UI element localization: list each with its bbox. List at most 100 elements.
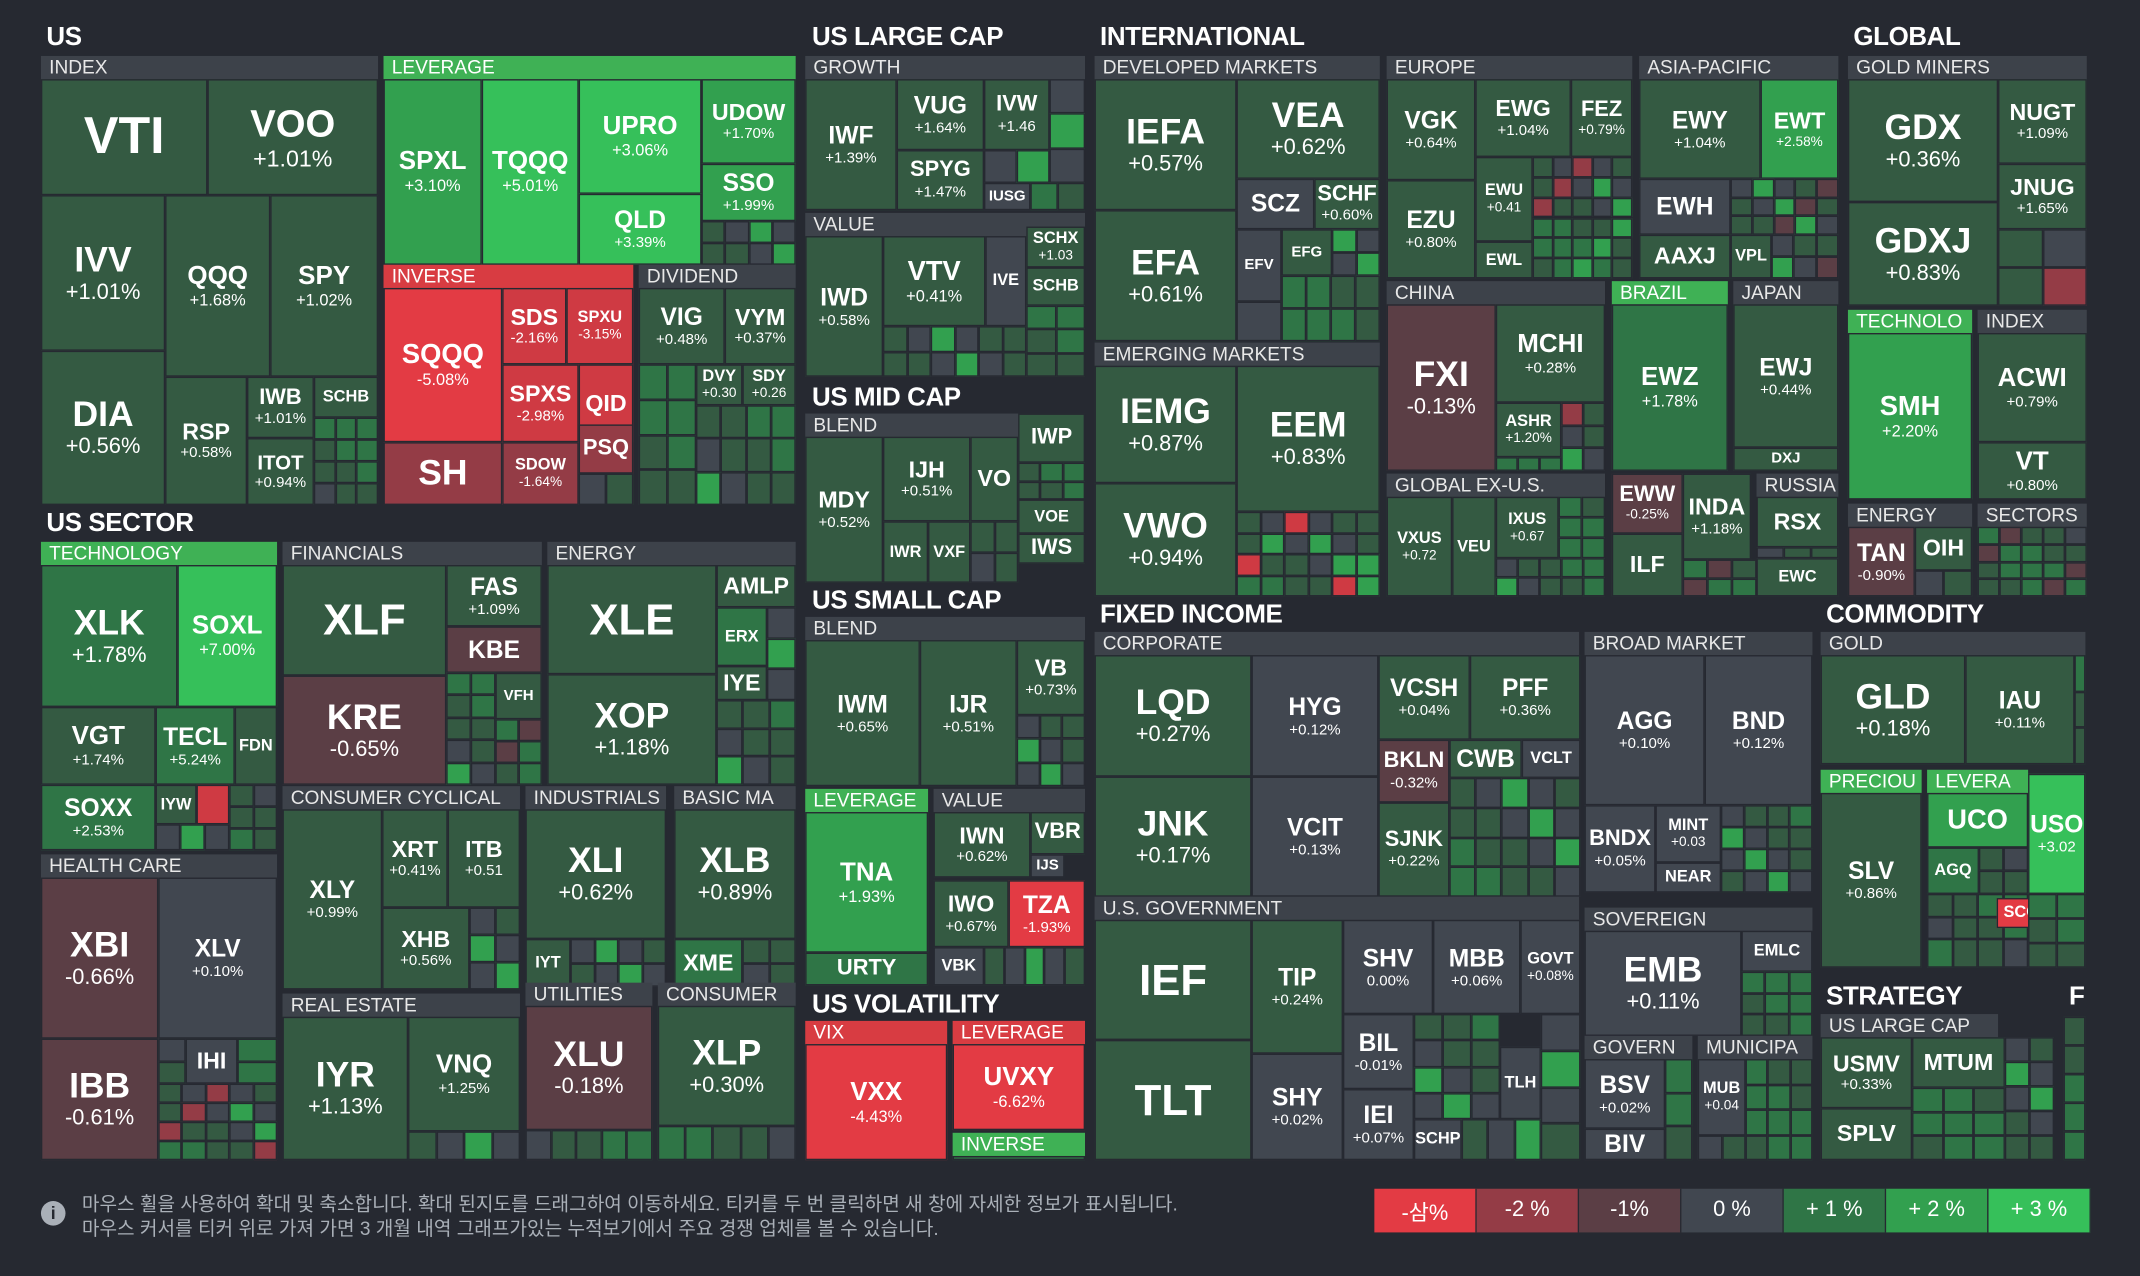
tile-itb[interactable]: ITB +0.51 (447, 809, 520, 908)
minor-ticker-tile[interactable] (1973, 1087, 2005, 1112)
tile-ijh[interactable]: IJH +0.51% (883, 436, 971, 522)
minor-ticker-tile[interactable] (578, 473, 606, 505)
minor-ticker-tile[interactable] (1501, 837, 1529, 867)
tile-iye[interactable]: IYE (716, 666, 768, 701)
minor-ticker-tile[interactable] (1306, 308, 1331, 342)
tile-ibb[interactable]: IBB -0.61% (40, 1038, 159, 1161)
minor-ticker-tile[interactable] (2004, 1086, 2030, 1111)
minor-ticker-tile[interactable] (253, 1102, 278, 1122)
minor-ticker-tile[interactable] (1721, 827, 1744, 849)
minor-ticker-tile[interactable] (1765, 993, 1789, 1015)
tile-vea[interactable]: VEA +0.62% (1236, 79, 1380, 179)
minor-ticker-tile[interactable] (1795, 197, 1817, 217)
minor-ticker-tile[interactable] (1927, 916, 1953, 939)
minor-ticker-tile[interactable] (642, 938, 667, 963)
minor-ticker-tile[interactable] (1767, 1084, 1791, 1110)
minor-ticker-tile[interactable] (1773, 178, 1796, 198)
tile-bkln[interactable]: BKLN -0.32% (1378, 739, 1450, 803)
tile-itot[interactable]: ITOT +0.94% (247, 438, 314, 505)
minor-ticker-tile[interactable] (1999, 526, 2022, 545)
tile-splv[interactable]: SPLV (1820, 1108, 1913, 1161)
tile-ewj[interactable]: EWJ +0.44% (1733, 304, 1839, 448)
minor-ticker-tile[interactable] (1612, 197, 1633, 218)
minor-ticker-tile[interactable] (1018, 481, 1041, 500)
tile-xlv[interactable]: XLV +0.10% (158, 877, 278, 1039)
minor-ticker-tile[interactable] (1977, 938, 2003, 968)
minor-ticker-tile[interactable] (2063, 1102, 2086, 1132)
minor-ticker-tile[interactable] (1721, 848, 1744, 871)
minor-ticker-tile[interactable] (701, 242, 726, 265)
minor-ticker-tile[interactable] (2028, 918, 2057, 944)
minor-ticker-tile[interactable] (1561, 558, 1584, 578)
minor-ticker-tile[interactable] (237, 1061, 278, 1084)
tile-gld[interactable]: GLD +0.18% (1820, 655, 1966, 765)
minor-ticker-tile[interactable] (1952, 893, 1978, 917)
minor-ticker-tile[interactable] (1561, 402, 1584, 426)
tile-fxi[interactable]: FXI -0.13% (1386, 304, 1496, 471)
minor-ticker-tile[interactable] (469, 907, 495, 935)
minor-ticker-tile[interactable] (1260, 554, 1285, 576)
minor-ticker-tile[interactable] (1707, 559, 1732, 578)
minor-ticker-tile[interactable] (1449, 807, 1476, 838)
minor-ticker-tile[interactable] (495, 719, 519, 742)
minor-ticker-tile[interactable] (1707, 577, 1732, 597)
minor-ticker-tile[interactable] (356, 439, 379, 462)
tile-uvxy[interactable]: UVXY -6.62% (952, 1044, 1086, 1131)
minor-ticker-tile[interactable] (436, 1131, 465, 1161)
minor-ticker-tile[interactable] (2028, 893, 2057, 919)
minor-ticker-tile[interactable] (356, 461, 379, 484)
minor-ticker-tile[interactable] (1766, 805, 1790, 828)
tile-mchi[interactable]: MCHI +0.28% (1495, 304, 1606, 403)
tile-iei[interactable]: IEI +0.07% (1342, 1089, 1414, 1161)
minor-ticker-tile[interactable] (1413, 1092, 1443, 1120)
tile-shv[interactable]: SHV 0.00% (1342, 919, 1434, 1015)
tile-iusg[interactable]: IUSG (984, 182, 1031, 211)
tile-ewc[interactable]: EWC (1756, 558, 1839, 597)
minor-ticker-tile[interactable] (1581, 496, 1606, 518)
minor-ticker-tile[interactable] (1752, 197, 1774, 217)
minor-ticker-tile[interactable] (1554, 866, 1581, 897)
minor-ticker-tile[interactable] (1016, 738, 1040, 763)
minor-ticker-tile[interactable] (954, 326, 979, 352)
tile-ijs[interactable]: IJS (1030, 854, 1065, 878)
minor-ticker-tile[interactable] (720, 471, 746, 505)
minor-ticker-tile[interactable] (1731, 559, 1757, 578)
minor-ticker-tile[interactable] (1795, 178, 1817, 198)
tile-iau[interactable]: IAU +0.11% (1965, 655, 2075, 765)
minor-ticker-tile[interactable] (1413, 1040, 1443, 1067)
tile-aaxj[interactable]: AAXJ (1639, 234, 1731, 279)
tile-oih[interactable]: OIH (1914, 526, 1973, 571)
minor-ticker-tile[interactable] (1558, 537, 1582, 559)
minor-ticker-tile[interactable] (1789, 870, 1813, 893)
minor-ticker-tile[interactable] (313, 439, 336, 462)
minor-ticker-tile[interactable] (725, 221, 749, 243)
minor-ticker-tile[interactable] (1721, 1135, 1746, 1161)
tile-soxl[interactable]: SOXL +7.00% (177, 565, 278, 707)
minor-ticker-tile[interactable] (1442, 1040, 1472, 1067)
minor-ticker-tile[interactable] (984, 150, 1017, 183)
tile-tip[interactable]: TIP +0.24% (1251, 919, 1343, 1054)
minor-ticker-tile[interactable] (1055, 305, 1086, 330)
minor-ticker-tile[interactable] (716, 728, 743, 757)
minor-ticker-tile[interactable] (518, 762, 542, 785)
minor-ticker-tile[interactable] (1795, 216, 1817, 235)
tile-xli[interactable]: XLI +0.62% (525, 809, 667, 939)
minor-ticker-tile[interactable] (667, 434, 697, 470)
minor-ticker-tile[interactable] (1308, 511, 1333, 533)
minor-ticker-tile[interactable] (1771, 256, 1794, 279)
tile-cwb[interactable]: CWB (1449, 739, 1522, 778)
minor-ticker-tile[interactable] (205, 1083, 230, 1103)
tile-spxs[interactable]: SPXS -2.98% (502, 364, 579, 443)
minor-ticker-tile[interactable] (1783, 547, 1812, 559)
minor-ticker-tile[interactable] (1236, 532, 1261, 555)
minor-ticker-tile[interactable] (229, 1083, 254, 1103)
minor-ticker-tile[interactable] (1540, 1014, 1581, 1051)
tile-xhb[interactable]: XHB +0.56% (382, 907, 470, 990)
minor-ticker-tile[interactable] (742, 700, 770, 729)
minor-ticker-tile[interactable] (158, 1102, 183, 1122)
minor-ticker-tile[interactable] (229, 828, 254, 851)
minor-ticker-tile[interactable] (1062, 738, 1085, 763)
minor-ticker-tile[interactable] (770, 405, 796, 439)
minor-ticker-tile[interactable] (204, 824, 230, 851)
minor-ticker-tile[interactable] (313, 483, 336, 505)
